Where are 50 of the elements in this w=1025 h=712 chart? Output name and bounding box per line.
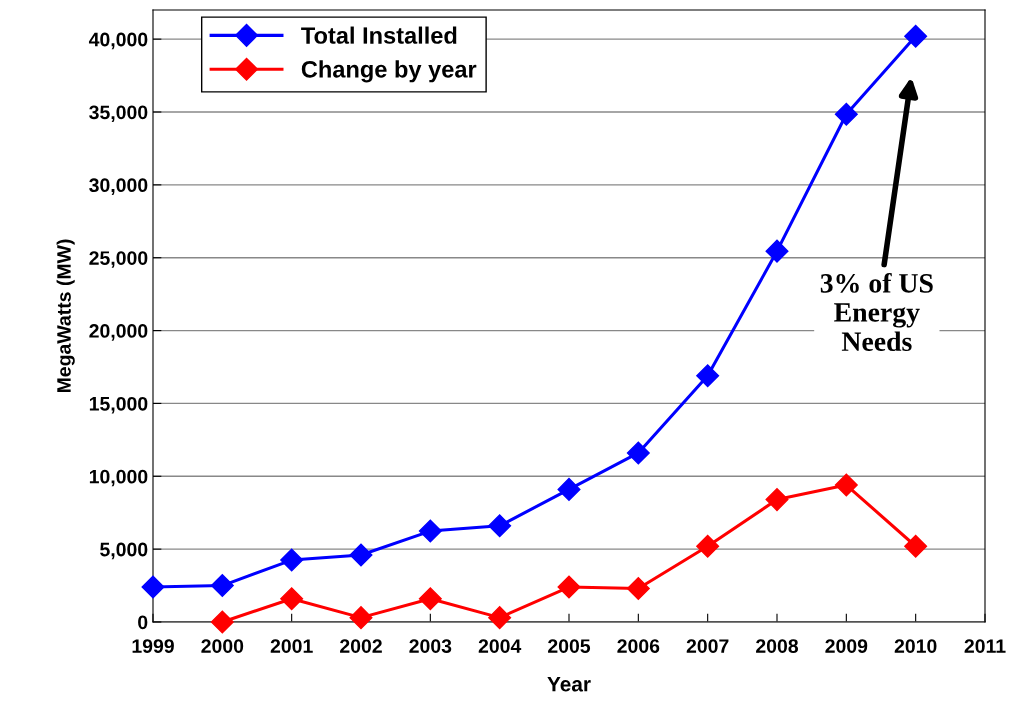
x-tick-label: 2011: [964, 639, 1006, 653]
y-tick-label: 30,000: [89, 178, 148, 195]
x-axis-title: Year: [547, 677, 591, 692]
point: [904, 534, 928, 558]
point: [141, 575, 165, 599]
x-tick-label: 2007: [686, 639, 729, 653]
x-tick-label: 2003: [409, 639, 452, 653]
point: [280, 587, 304, 611]
y-axis-title: MegaWatts (MW): [56, 239, 75, 393]
point: [626, 441, 650, 465]
point: [349, 606, 373, 630]
x-tick-label: 2004: [478, 639, 522, 653]
y-tick-label: 5,000: [100, 542, 148, 560]
point: [834, 102, 858, 126]
y-tick-label: 10,000: [89, 469, 148, 487]
point: [418, 519, 442, 543]
x-tick-label: 2009: [825, 639, 868, 653]
point: [834, 473, 858, 497]
point: [904, 24, 928, 48]
point: [696, 364, 720, 388]
y-tick-label: 35,000: [89, 105, 148, 123]
y-tick-label: 15,000: [89, 396, 148, 414]
x-tick-label: 2001: [270, 639, 313, 653]
point: [626, 576, 650, 600]
point: [765, 239, 789, 263]
point: [418, 587, 442, 611]
point: [488, 606, 512, 630]
legend-label: Change by year: [301, 60, 477, 83]
legend-label: Total Installed: [301, 26, 457, 44]
annotation: 3% of US Energy Needs: [820, 272, 933, 352]
y-tick-label: 0: [138, 615, 148, 630]
x-tick-label: 2010: [894, 639, 937, 653]
y-tick-label: 40,000: [88, 32, 148, 50]
point: [349, 543, 373, 567]
x-tick-label: 1999: [132, 639, 174, 653]
point: [280, 548, 304, 572]
x-tick-label: 2005: [548, 639, 591, 653]
y-tick-label: 25,000: [89, 251, 148, 268]
point: [557, 477, 581, 501]
point: [210, 610, 234, 634]
x-tick-label: 2002: [340, 639, 382, 653]
point: [696, 534, 720, 558]
x-tick-label: 2006: [617, 639, 660, 653]
point: [557, 575, 581, 599]
x-tick-label: 2008: [756, 639, 799, 653]
point: [765, 488, 789, 512]
x-tick-label: 2000: [201, 639, 244, 653]
point: [488, 514, 512, 538]
y-tick-label: 20,000: [89, 324, 148, 341]
point: [210, 574, 234, 598]
